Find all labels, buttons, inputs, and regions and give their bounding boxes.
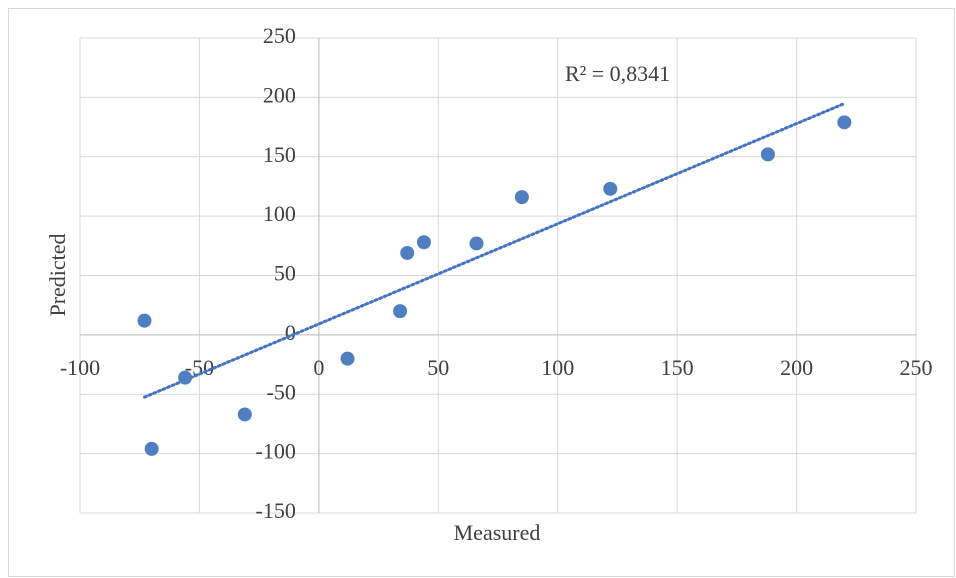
point — [837, 115, 852, 130]
point — [237, 407, 252, 422]
point — [178, 370, 193, 385]
y-tick-label: 150 — [263, 142, 296, 167]
y-tick-label: 50 — [274, 261, 296, 286]
point — [603, 181, 618, 196]
y-tick-label: 200 — [263, 82, 296, 107]
y-tick-label: -50 — [267, 379, 296, 404]
y-axis-title: Predicted — [45, 233, 70, 316]
y-tick-label: 250 — [263, 23, 296, 48]
point — [400, 245, 415, 260]
x-tick-label: 0 — [313, 355, 324, 380]
point — [137, 313, 152, 328]
y-tick-label: 0 — [285, 320, 296, 345]
point — [514, 190, 529, 205]
x-axis-title: Measured — [454, 520, 541, 545]
y-tick-label: 100 — [263, 201, 296, 226]
point — [393, 304, 408, 319]
point — [760, 147, 775, 162]
x-tick-label: 50 — [427, 355, 449, 380]
point — [144, 441, 159, 456]
point — [416, 235, 431, 250]
x-tick-label: 250 — [900, 355, 933, 380]
chart-border — [8, 8, 955, 577]
x-tick-label: -100 — [60, 355, 100, 380]
x-tick-label: 200 — [780, 355, 813, 380]
x-tick-label: 100 — [541, 355, 574, 380]
x-tick-label: 150 — [661, 355, 694, 380]
y-tick-label: -150 — [256, 498, 296, 523]
point — [469, 236, 484, 251]
r-squared: R² = 0,8341 — [565, 61, 670, 86]
point — [340, 351, 355, 366]
trendline — [142, 102, 846, 399]
y-tick-label: -100 — [256, 439, 296, 464]
